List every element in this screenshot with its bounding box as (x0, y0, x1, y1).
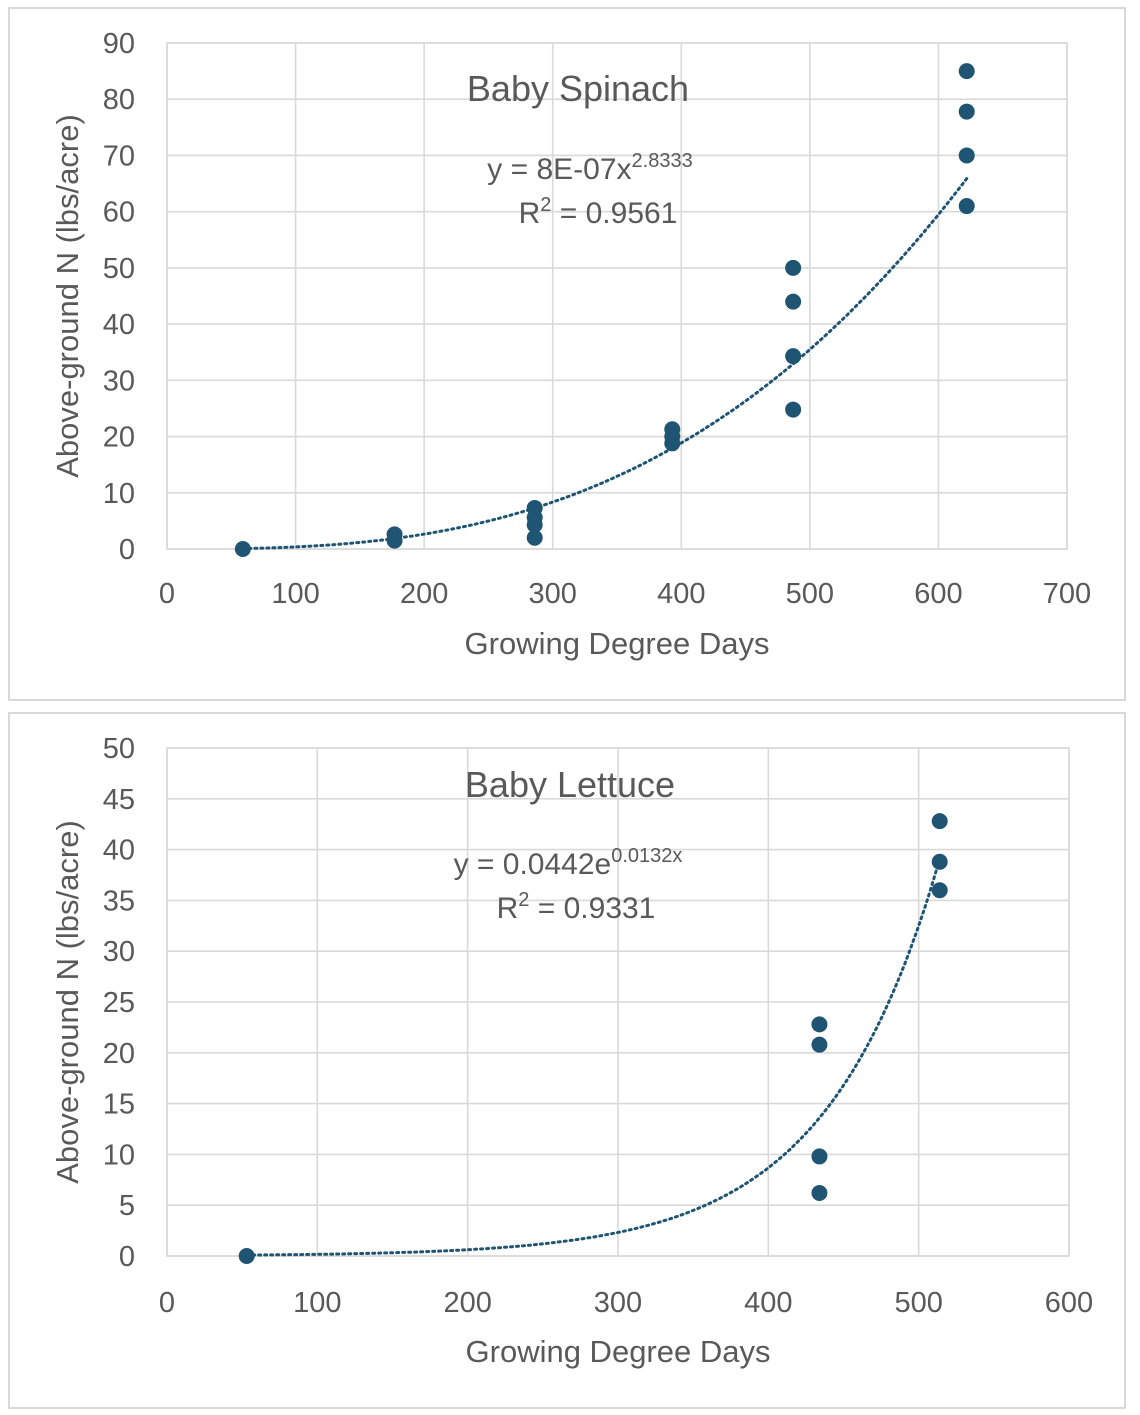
data-point (811, 1185, 828, 1202)
y-axis-label: Above-ground N (lbs/acre) (50, 820, 85, 1184)
trendline (245, 857, 942, 1257)
x-tick-label: 600 (914, 578, 962, 610)
y-tick-label: 25 (103, 987, 135, 1019)
y-tick-label: 45 (103, 784, 135, 816)
y-tick-label: 90 (103, 28, 135, 60)
equation-exponent: 0.0132x (611, 845, 682, 867)
y-tick-label: 50 (103, 733, 135, 765)
y-tick-label: 35 (103, 885, 135, 917)
y-tick-label: 60 (103, 197, 135, 229)
data-point (958, 198, 975, 215)
r-squared-exponent: 2 (540, 194, 551, 216)
y-tick-label: 15 (103, 1089, 135, 1121)
plot-area (166, 747, 1070, 1257)
y-tick-label: 0 (119, 1241, 135, 1273)
y-tick-label: 5 (119, 1190, 135, 1222)
x-tick-label: 400 (657, 578, 705, 610)
x-tick-label: 600 (1045, 1287, 1093, 1319)
r-squared-value: = 0.9561 (551, 197, 677, 230)
spinach-chart-panel: 0 10 20 30 40 50 60 70 80 90 0 100 200 300 400 500 600 70… (8, 7, 1126, 701)
r-squared-prefix: R (519, 197, 541, 230)
lettuce-chart-panel: 0 5 10 15 20 25 30 35 40 45 50 0 100 200 300 400 500 600 G… (8, 712, 1126, 1409)
x-axis-label: Growing Degree Days (465, 626, 770, 661)
data-point (664, 421, 681, 438)
y-tick-label: 30 (103, 936, 135, 968)
data-point (958, 103, 975, 120)
data-point (931, 853, 948, 870)
x-tick-label: 500 (786, 578, 834, 610)
chart-title: Baby Lettuce (465, 764, 675, 805)
y-tick-label: 70 (103, 140, 135, 172)
x-tick-label: 300 (529, 578, 577, 610)
y-tick-label: 30 (103, 365, 135, 397)
r-squared-prefix: R (497, 892, 519, 925)
data-point (811, 1036, 828, 1053)
data-point (931, 813, 948, 830)
r-squared: R2 = 0.9331 (497, 889, 656, 925)
data-point (526, 499, 543, 516)
x-tick-label: 700 (1043, 578, 1091, 610)
plot-area (166, 42, 1068, 550)
data-point (811, 1016, 828, 1033)
equation-base: y = 8E-07x (487, 153, 631, 186)
trendline-equation: y = 8E-07x2.8333 (487, 150, 692, 186)
data-point (238, 1248, 255, 1264)
y-tick-label: 10 (103, 478, 135, 510)
x-tick-label: 500 (894, 1287, 942, 1319)
equation-exponent: 2.8333 (632, 150, 693, 172)
data-point (811, 1148, 828, 1165)
spinach-chart: 0 10 20 30 40 50 60 70 80 90 0 100 200 300 400 500 600 70… (50, 28, 1091, 661)
r-squared: R2 = 0.9561 (519, 194, 678, 230)
x-tick-label: 400 (744, 1287, 792, 1319)
x-axis-label: Growing Degree Days (466, 1334, 771, 1369)
x-tick-label: 200 (400, 578, 448, 610)
data-point (785, 259, 802, 276)
x-tick-label: 0 (159, 578, 175, 610)
x-tick-label: 100 (271, 578, 319, 610)
trendline-equation: y = 0.0442e0.0132x (454, 845, 683, 881)
equation-base: y = 0.0442e (454, 848, 612, 881)
data-point (785, 293, 802, 310)
y-tick-label: 40 (103, 309, 135, 341)
y-tick-label: 10 (103, 1139, 135, 1171)
data-point (785, 401, 802, 418)
data-point (234, 541, 251, 557)
y-tick-label: 20 (103, 1038, 135, 1070)
data-point (785, 348, 802, 365)
x-tick-label: 300 (594, 1287, 642, 1319)
trendline (241, 177, 969, 550)
y-axis-label: Above-ground N (lbs/acre) (50, 114, 85, 478)
data-point (386, 526, 403, 543)
x-tick-label: 100 (293, 1287, 341, 1319)
r-squared-value: = 0.9331 (529, 892, 655, 925)
data-point (958, 63, 975, 80)
data-point (958, 147, 975, 164)
y-tick-label: 20 (103, 422, 135, 454)
data-point (931, 882, 948, 899)
data-point (526, 529, 543, 546)
y-tick-label: 80 (103, 84, 135, 116)
y-tick-label: 50 (103, 253, 135, 285)
y-tick-label: 40 (103, 835, 135, 867)
chart-title: Baby Spinach (467, 68, 689, 109)
x-tick-label: 200 (443, 1287, 491, 1319)
y-tick-label: 0 (119, 534, 135, 566)
r-squared-exponent: 2 (518, 889, 529, 911)
x-tick-label: 0 (159, 1287, 175, 1319)
